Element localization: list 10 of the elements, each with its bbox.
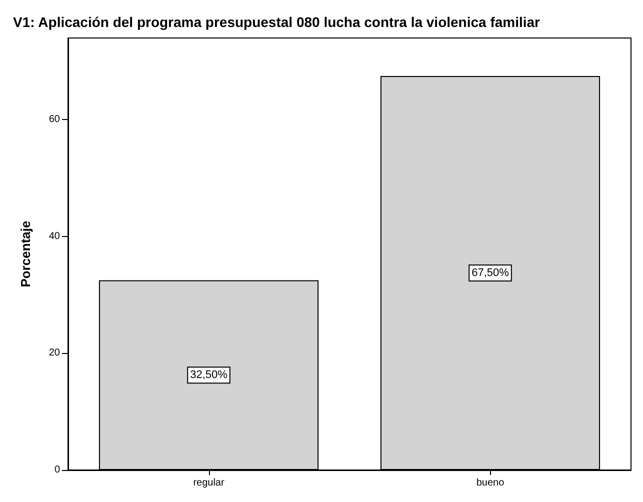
y-axis-title: Porcentaje (18, 220, 33, 288)
y-tick-label: 0 (54, 464, 60, 476)
y-tick-label: 60 (48, 114, 60, 126)
x-tick-label: regular (193, 478, 225, 488)
data-label: 67,50% (472, 266, 510, 279)
y-tick-label: 40 (48, 230, 60, 242)
chart-title: V1: Aplicación del programa presupuestal 080 lucha contra la violenica familiar (13, 14, 541, 30)
x-tick-label: bueno (476, 478, 505, 488)
y-tick-label: 20 (48, 348, 60, 359)
data-label: 32,50% (190, 369, 228, 382)
